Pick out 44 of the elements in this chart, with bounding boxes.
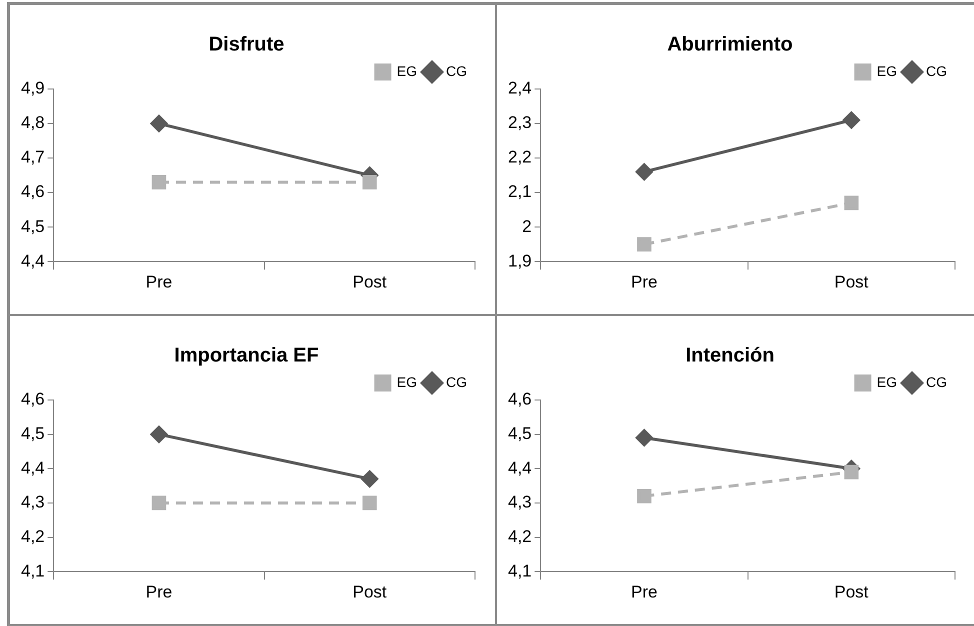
legend-label: EG xyxy=(396,62,418,79)
chart-title: Importancia EF xyxy=(174,344,319,367)
y-tick-label: 2,2 xyxy=(508,148,532,167)
y-tick-label: 4,6 xyxy=(20,182,45,202)
x-tick-label: Post xyxy=(352,272,387,292)
x-tick-label: Post xyxy=(834,272,869,292)
y-tick-label: 4,4 xyxy=(20,458,45,478)
legend-label: EG xyxy=(876,62,898,79)
y-tick-label: 4,6 xyxy=(20,390,45,409)
x-tick-label: Pre xyxy=(146,582,172,602)
y-tick-label: 4,1 xyxy=(508,561,532,580)
y-tick-label: 4,3 xyxy=(508,492,532,512)
chart-title: Aburrimiento xyxy=(667,34,793,56)
legend-label: CG xyxy=(926,374,947,390)
y-tick-label: 4,5 xyxy=(508,424,532,444)
x-tick-label: Pre xyxy=(146,272,172,292)
y-tick-label: 1,9 xyxy=(508,251,532,270)
x-tick-label: Pre xyxy=(630,272,658,292)
y-tick-label: 2 xyxy=(522,216,532,236)
y-tick-label: 4,5 xyxy=(20,424,45,444)
y-tick-label: 2,1 xyxy=(508,182,532,202)
legend-label: CG xyxy=(446,62,467,79)
y-tick-label: 4,7 xyxy=(20,148,45,167)
y-tick-label: 4,4 xyxy=(508,458,532,478)
y-tick-label: 4,2 xyxy=(20,526,45,546)
legend-label: EG xyxy=(396,374,418,390)
y-tick-label: 4,2 xyxy=(508,526,532,546)
x-tick-label: Post xyxy=(834,582,869,602)
y-tick-label: 4,5 xyxy=(20,216,45,236)
legend-label: EG xyxy=(876,374,898,390)
chart-title: Intención xyxy=(686,344,774,367)
y-tick-label: 2,3 xyxy=(508,113,532,132)
y-tick-label: 4,6 xyxy=(508,390,532,409)
y-tick-label: 4,8 xyxy=(20,113,45,132)
y-tick-label: 2,4 xyxy=(508,78,532,98)
y-tick-label: 4,9 xyxy=(20,78,45,98)
y-tick-label: 4,1 xyxy=(20,561,45,580)
y-tick-label: 4,3 xyxy=(20,492,45,512)
legend-label: CG xyxy=(926,62,947,79)
x-tick-label: Pre xyxy=(630,582,658,602)
legend-label: CG xyxy=(446,374,467,390)
chart-title: Disfrute xyxy=(208,34,284,56)
x-tick-label: Post xyxy=(352,582,387,602)
y-tick-label: 4,4 xyxy=(20,251,45,270)
